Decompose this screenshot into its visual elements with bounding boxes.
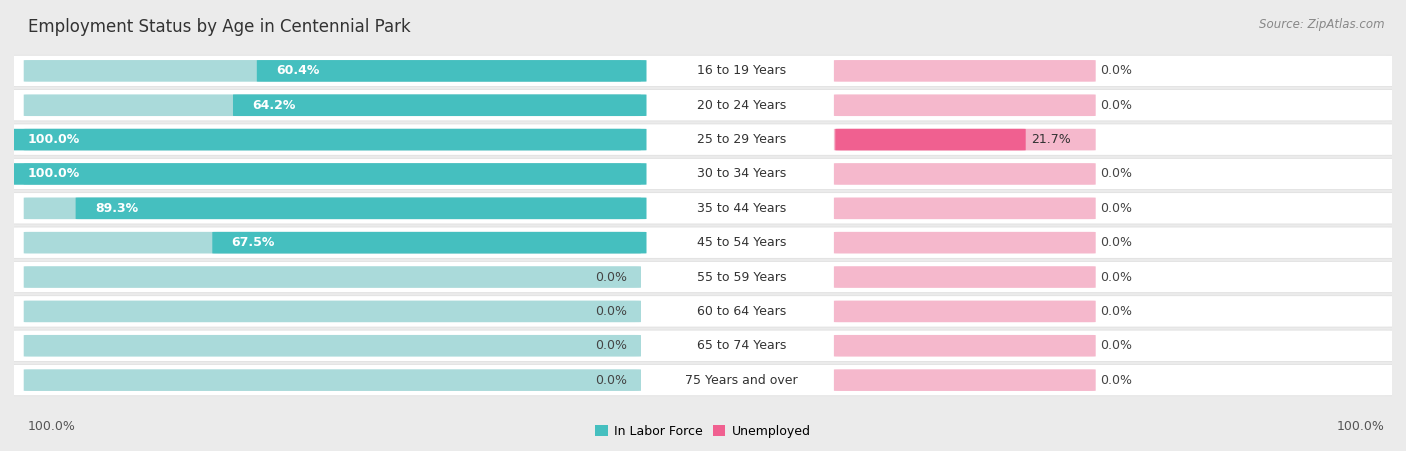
Text: 0.0%: 0.0%	[1099, 339, 1132, 352]
FancyBboxPatch shape	[834, 232, 1095, 253]
FancyBboxPatch shape	[212, 232, 647, 253]
FancyBboxPatch shape	[24, 129, 641, 151]
FancyBboxPatch shape	[24, 335, 641, 357]
FancyBboxPatch shape	[24, 266, 641, 288]
Text: 0.0%: 0.0%	[1099, 271, 1132, 284]
Text: 89.3%: 89.3%	[96, 202, 138, 215]
FancyBboxPatch shape	[24, 94, 641, 116]
Text: 0.0%: 0.0%	[595, 373, 627, 387]
FancyBboxPatch shape	[24, 300, 641, 322]
Text: 100.0%: 100.0%	[28, 420, 76, 433]
Text: 100.0%: 100.0%	[28, 167, 80, 180]
Text: 21.7%: 21.7%	[1031, 133, 1071, 146]
FancyBboxPatch shape	[0, 158, 1406, 189]
FancyBboxPatch shape	[0, 193, 1406, 224]
FancyBboxPatch shape	[834, 266, 1095, 288]
FancyBboxPatch shape	[834, 60, 1095, 82]
FancyBboxPatch shape	[834, 163, 1095, 185]
FancyBboxPatch shape	[233, 94, 647, 116]
Text: 30 to 34 Years: 30 to 34 Years	[697, 167, 786, 180]
FancyBboxPatch shape	[834, 335, 1095, 357]
Text: Source: ZipAtlas.com: Source: ZipAtlas.com	[1260, 18, 1385, 31]
FancyBboxPatch shape	[834, 94, 1095, 116]
Text: 100.0%: 100.0%	[1337, 420, 1385, 433]
FancyBboxPatch shape	[8, 129, 647, 150]
FancyBboxPatch shape	[76, 198, 647, 219]
FancyBboxPatch shape	[24, 369, 641, 391]
Text: 60 to 64 Years: 60 to 64 Years	[697, 305, 786, 318]
Text: Employment Status by Age in Centennial Park: Employment Status by Age in Centennial P…	[28, 18, 411, 36]
FancyBboxPatch shape	[0, 364, 1406, 396]
Text: 64.2%: 64.2%	[252, 99, 295, 112]
Text: 16 to 19 Years: 16 to 19 Years	[697, 64, 786, 78]
FancyBboxPatch shape	[24, 60, 641, 82]
FancyBboxPatch shape	[834, 129, 1095, 151]
FancyBboxPatch shape	[0, 296, 1406, 327]
FancyBboxPatch shape	[834, 369, 1095, 391]
FancyBboxPatch shape	[24, 198, 641, 219]
Text: 0.0%: 0.0%	[1099, 99, 1132, 112]
Text: 0.0%: 0.0%	[1099, 305, 1132, 318]
Text: 0.0%: 0.0%	[595, 271, 627, 284]
Text: 0.0%: 0.0%	[1099, 202, 1132, 215]
FancyBboxPatch shape	[0, 262, 1406, 293]
FancyBboxPatch shape	[257, 60, 647, 82]
Legend: In Labor Force, Unemployed: In Labor Force, Unemployed	[591, 420, 815, 443]
Text: 65 to 74 Years: 65 to 74 Years	[697, 339, 786, 352]
Text: 0.0%: 0.0%	[1099, 236, 1132, 249]
FancyBboxPatch shape	[0, 330, 1406, 361]
Text: 0.0%: 0.0%	[1099, 373, 1132, 387]
Text: 67.5%: 67.5%	[232, 236, 276, 249]
FancyBboxPatch shape	[8, 163, 647, 185]
Text: 0.0%: 0.0%	[595, 339, 627, 352]
Text: 0.0%: 0.0%	[1099, 167, 1132, 180]
Text: 0.0%: 0.0%	[1099, 64, 1132, 78]
FancyBboxPatch shape	[0, 90, 1406, 121]
Text: 35 to 44 Years: 35 to 44 Years	[697, 202, 786, 215]
Text: 0.0%: 0.0%	[595, 305, 627, 318]
Text: 100.0%: 100.0%	[28, 133, 80, 146]
FancyBboxPatch shape	[0, 124, 1406, 155]
Text: 55 to 59 Years: 55 to 59 Years	[697, 271, 786, 284]
FancyBboxPatch shape	[0, 55, 1406, 87]
Text: 75 Years and over: 75 Years and over	[685, 373, 797, 387]
Text: 25 to 29 Years: 25 to 29 Years	[697, 133, 786, 146]
FancyBboxPatch shape	[835, 129, 1026, 150]
FancyBboxPatch shape	[24, 232, 641, 253]
FancyBboxPatch shape	[24, 163, 641, 185]
FancyBboxPatch shape	[0, 227, 1406, 258]
Text: 60.4%: 60.4%	[276, 64, 319, 78]
Text: 45 to 54 Years: 45 to 54 Years	[697, 236, 786, 249]
FancyBboxPatch shape	[834, 198, 1095, 219]
FancyBboxPatch shape	[834, 300, 1095, 322]
Text: 20 to 24 Years: 20 to 24 Years	[697, 99, 786, 112]
